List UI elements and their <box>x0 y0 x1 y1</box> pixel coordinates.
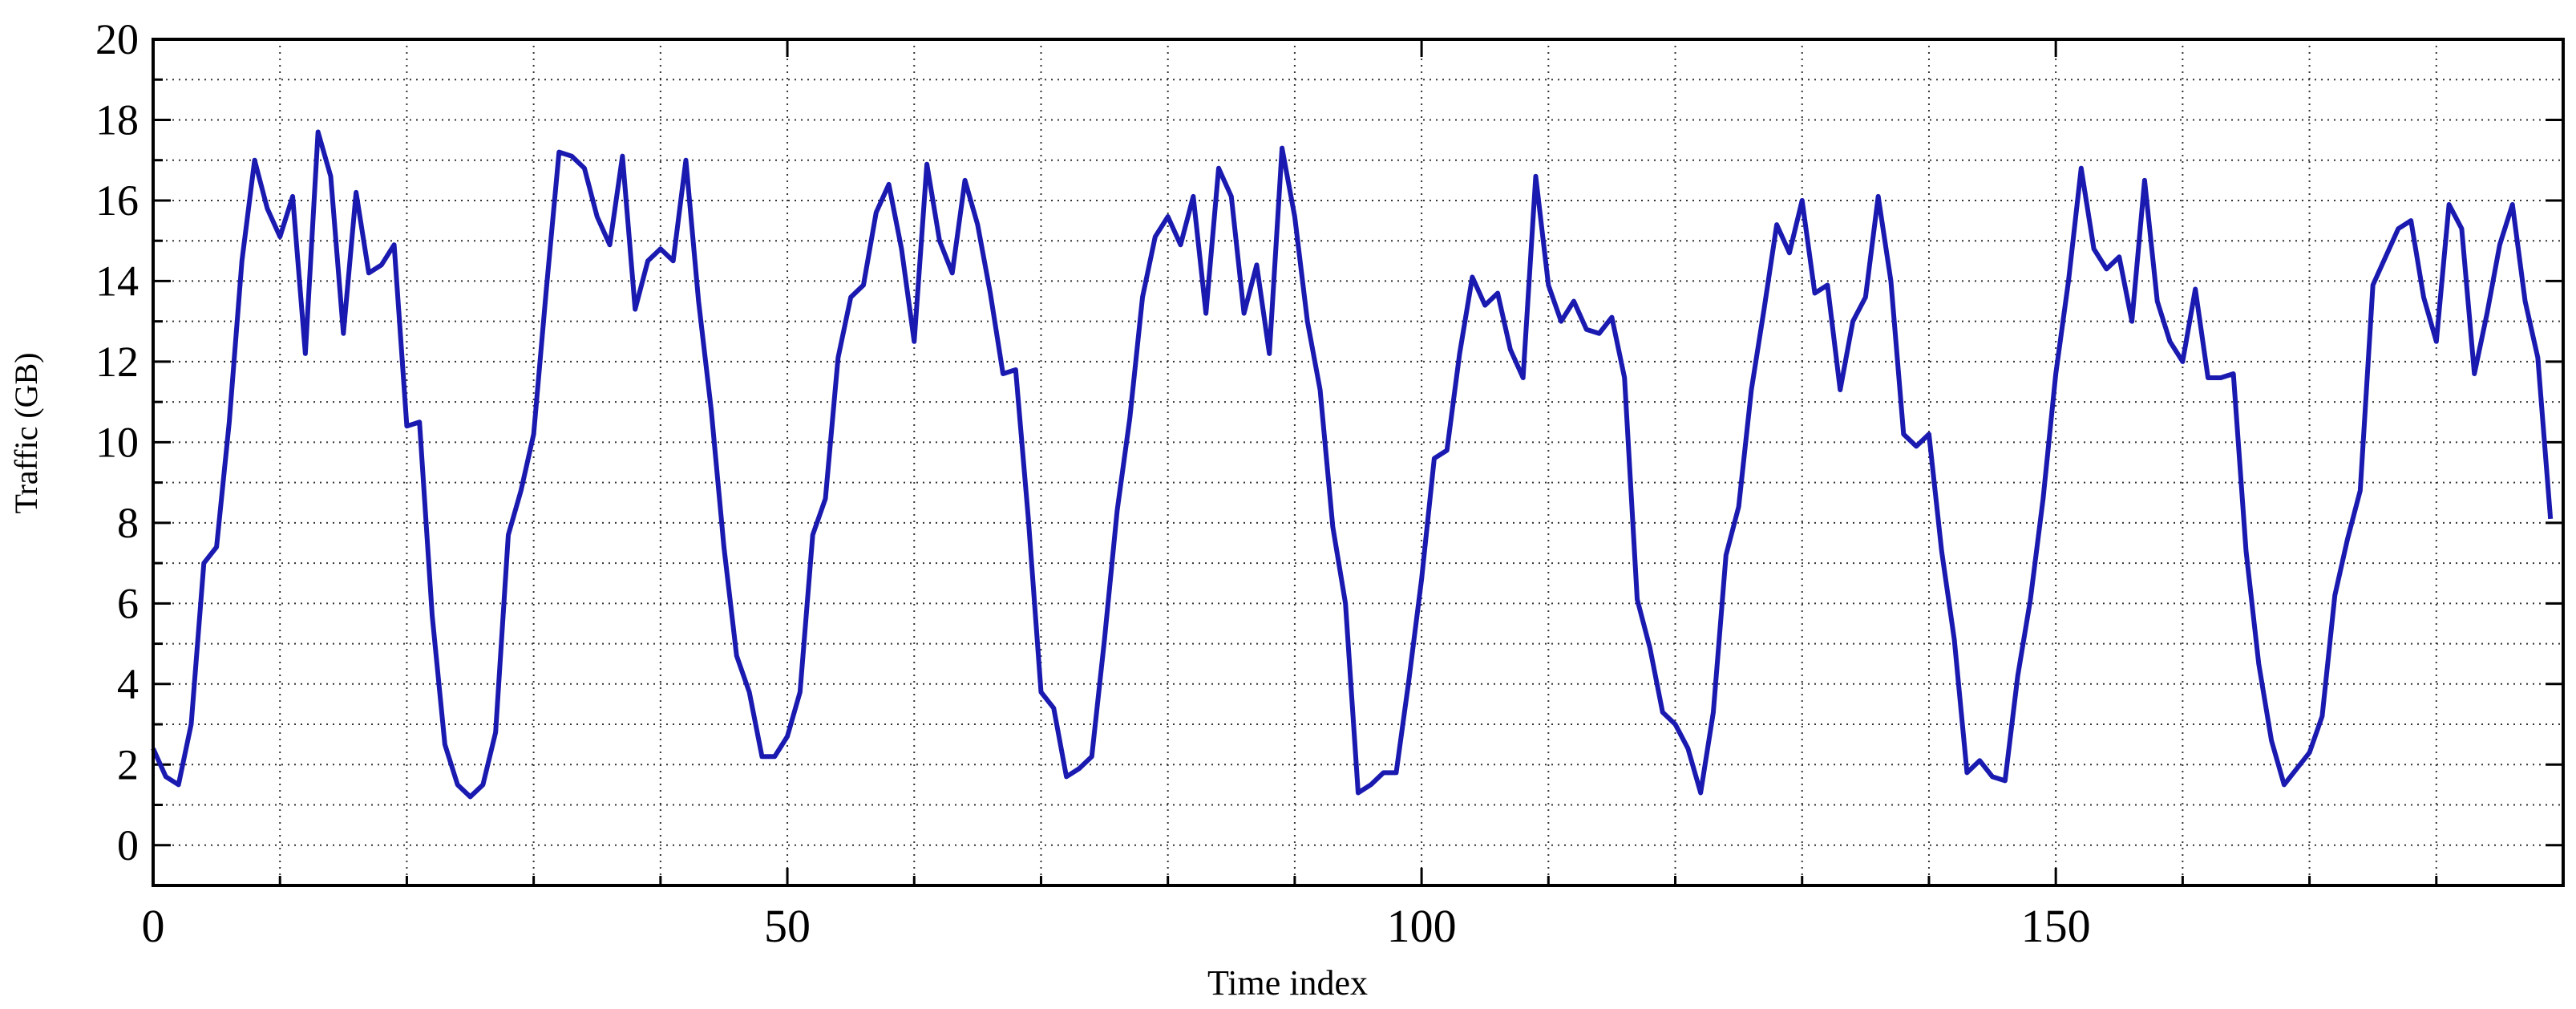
y-axis-label: Traffic (GB) <box>8 352 44 513</box>
y-tick-label: 4 <box>117 660 139 708</box>
plot-frame <box>152 38 2565 887</box>
y-tick-label: 10 <box>95 418 139 466</box>
x-tick-label: 100 <box>1387 900 1457 952</box>
x-tick-label: 50 <box>764 900 811 952</box>
y-tick-label: 0 <box>117 821 139 869</box>
y-tick-label: 18 <box>95 95 139 144</box>
x-tick-label: 150 <box>2021 900 2091 952</box>
y-tick-label: 2 <box>117 740 139 788</box>
y-tick-label: 14 <box>95 257 139 305</box>
y-tick-label: 8 <box>117 499 139 547</box>
y-tick-label: 6 <box>117 579 139 627</box>
y-tick-label: 20 <box>95 15 139 63</box>
y-tick-label: 16 <box>95 176 139 225</box>
x-axis-label: Time index <box>1207 963 1368 1003</box>
x-tick-label: 0 <box>142 900 165 952</box>
y-tick-label: 12 <box>95 338 139 386</box>
data-line <box>151 129 2554 800</box>
